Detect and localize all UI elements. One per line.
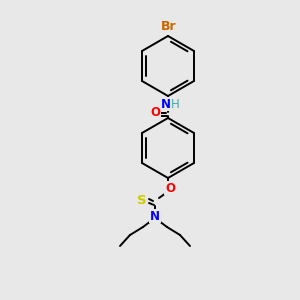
Text: O: O [150,106,160,119]
Text: O: O [165,182,175,194]
Text: S: S [137,194,147,206]
Text: H: H [171,98,179,110]
Text: Br: Br [161,20,177,34]
Text: N: N [150,209,160,223]
Text: N: N [161,98,171,110]
